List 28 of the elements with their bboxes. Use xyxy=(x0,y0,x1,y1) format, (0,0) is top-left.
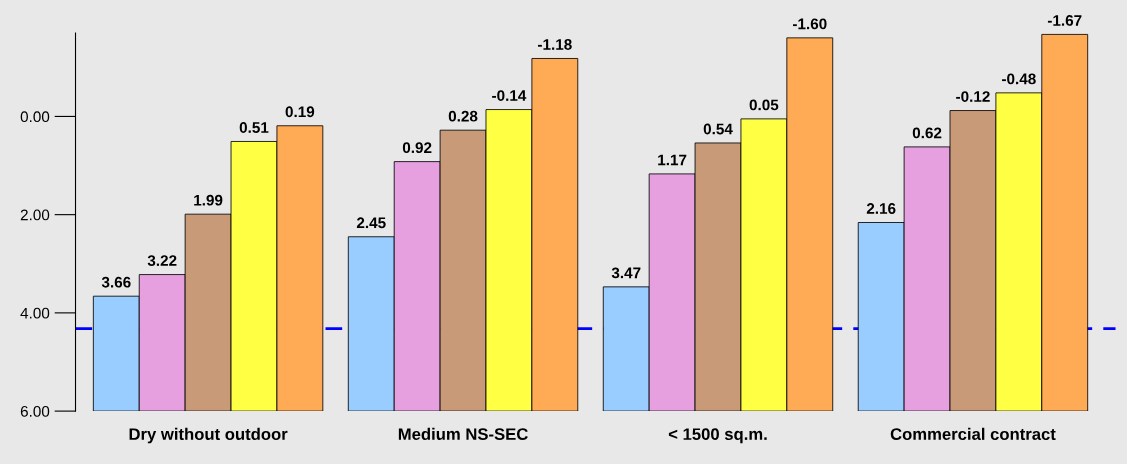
data-label: 2.16 xyxy=(866,203,896,214)
x-tick-label: Medium NS-SEC xyxy=(398,427,528,441)
data-label: 3.66 xyxy=(101,276,131,288)
data-label: 3.22 xyxy=(147,255,177,267)
data-label: -1.60 xyxy=(792,18,827,30)
y-tick-label: 0.00 xyxy=(20,111,50,123)
x-tick-label: Commercial contract xyxy=(890,427,1056,441)
data-label: -1.18 xyxy=(538,39,572,50)
data-label: 2.45 xyxy=(356,217,386,229)
x-tick-label: Dry without outdoor xyxy=(129,427,288,444)
data-label: 1.99 xyxy=(194,194,223,206)
data-label: -0.14 xyxy=(492,90,527,101)
data-label: 1.17 xyxy=(658,154,687,166)
data-label: 0.05 xyxy=(749,99,779,111)
y-tick-label: 2.00 xyxy=(20,209,50,221)
data-label: -0.12 xyxy=(956,91,990,102)
data-label: -0.48 xyxy=(1002,73,1036,85)
data-label: 0.19 xyxy=(285,106,315,118)
data-label: 0.54 xyxy=(703,123,733,135)
data-label: 0.28 xyxy=(448,110,478,122)
data-label: 0.62 xyxy=(912,127,942,139)
x-tick-label: < 1500 sq.m. xyxy=(668,428,767,444)
data-label: 0.92 xyxy=(402,142,432,154)
data-label: -1.67 xyxy=(1047,15,1082,26)
data-label: 0.51 xyxy=(239,122,269,133)
data-label: 3.47 xyxy=(611,267,641,279)
y-tick-label: 6.00 xyxy=(20,405,50,417)
y-tick-label: 4.00 xyxy=(20,307,50,319)
